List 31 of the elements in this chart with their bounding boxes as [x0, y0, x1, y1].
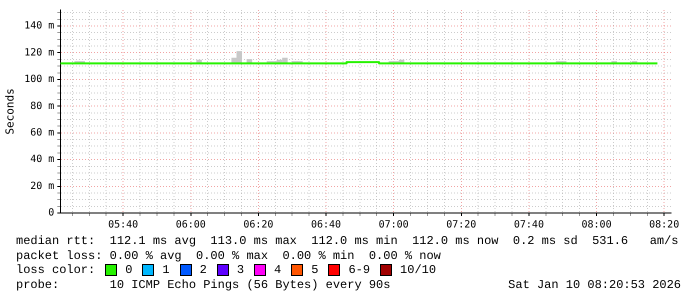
x-tick-label: 06:20 [243, 220, 274, 231]
x-tick-label: 08:00 [581, 220, 612, 231]
x-tick-label: 07:40 [514, 220, 544, 231]
x-tick-label: 07:20 [446, 220, 476, 231]
legend-label: 4 [274, 263, 282, 278]
legend-label: 2 [200, 263, 207, 278]
text: packet loss: 0.00 % avg 0.00 % max 0.00 % min 0.00 % now [16, 248, 442, 263]
x-tick-label: 06:40 [310, 220, 342, 231]
y-tick-label: 60 m [30, 127, 54, 138]
text: median rtt: 112.1 ms avg 113.0 ms max 112.0 ms min 112.0 ms now 0.2 ms sd 531.6 am/s [16, 234, 680, 248]
y-tick-label: 20 m [30, 180, 54, 192]
y-tick-label: 140 m [24, 20, 54, 32]
legend-label: 5 [311, 263, 318, 278]
x-tick-label: 08:20 [649, 220, 680, 231]
y-tick-label: 100 m [24, 74, 54, 86]
legend-label: 10/10 [400, 263, 436, 278]
x-tick-label: 06:00 [176, 220, 206, 231]
text: probe: 10 ICMP Echo Pings (56 Bytes) every 90s [16, 278, 390, 292]
x-tick-label: 07:00 [378, 220, 409, 231]
y-tick-label: 0 [48, 208, 54, 219]
legend-title: loss color: [16, 263, 96, 278]
legend-label: 1 [162, 263, 170, 278]
x-tick-label: 05:40 [108, 220, 138, 231]
legend-label: 0 [125, 263, 132, 278]
legend-label: 3 [236, 263, 244, 278]
text: Sat Jan 10 08:20:53 2026 [508, 278, 681, 292]
y-tick-label: 40 m [30, 154, 54, 166]
legend-label: 6-9 [348, 263, 370, 278]
y-tick-label: 80 m [30, 100, 54, 112]
y-axis-title: Seconds [3, 88, 16, 135]
y-tick-label: 120 m [24, 47, 54, 58]
